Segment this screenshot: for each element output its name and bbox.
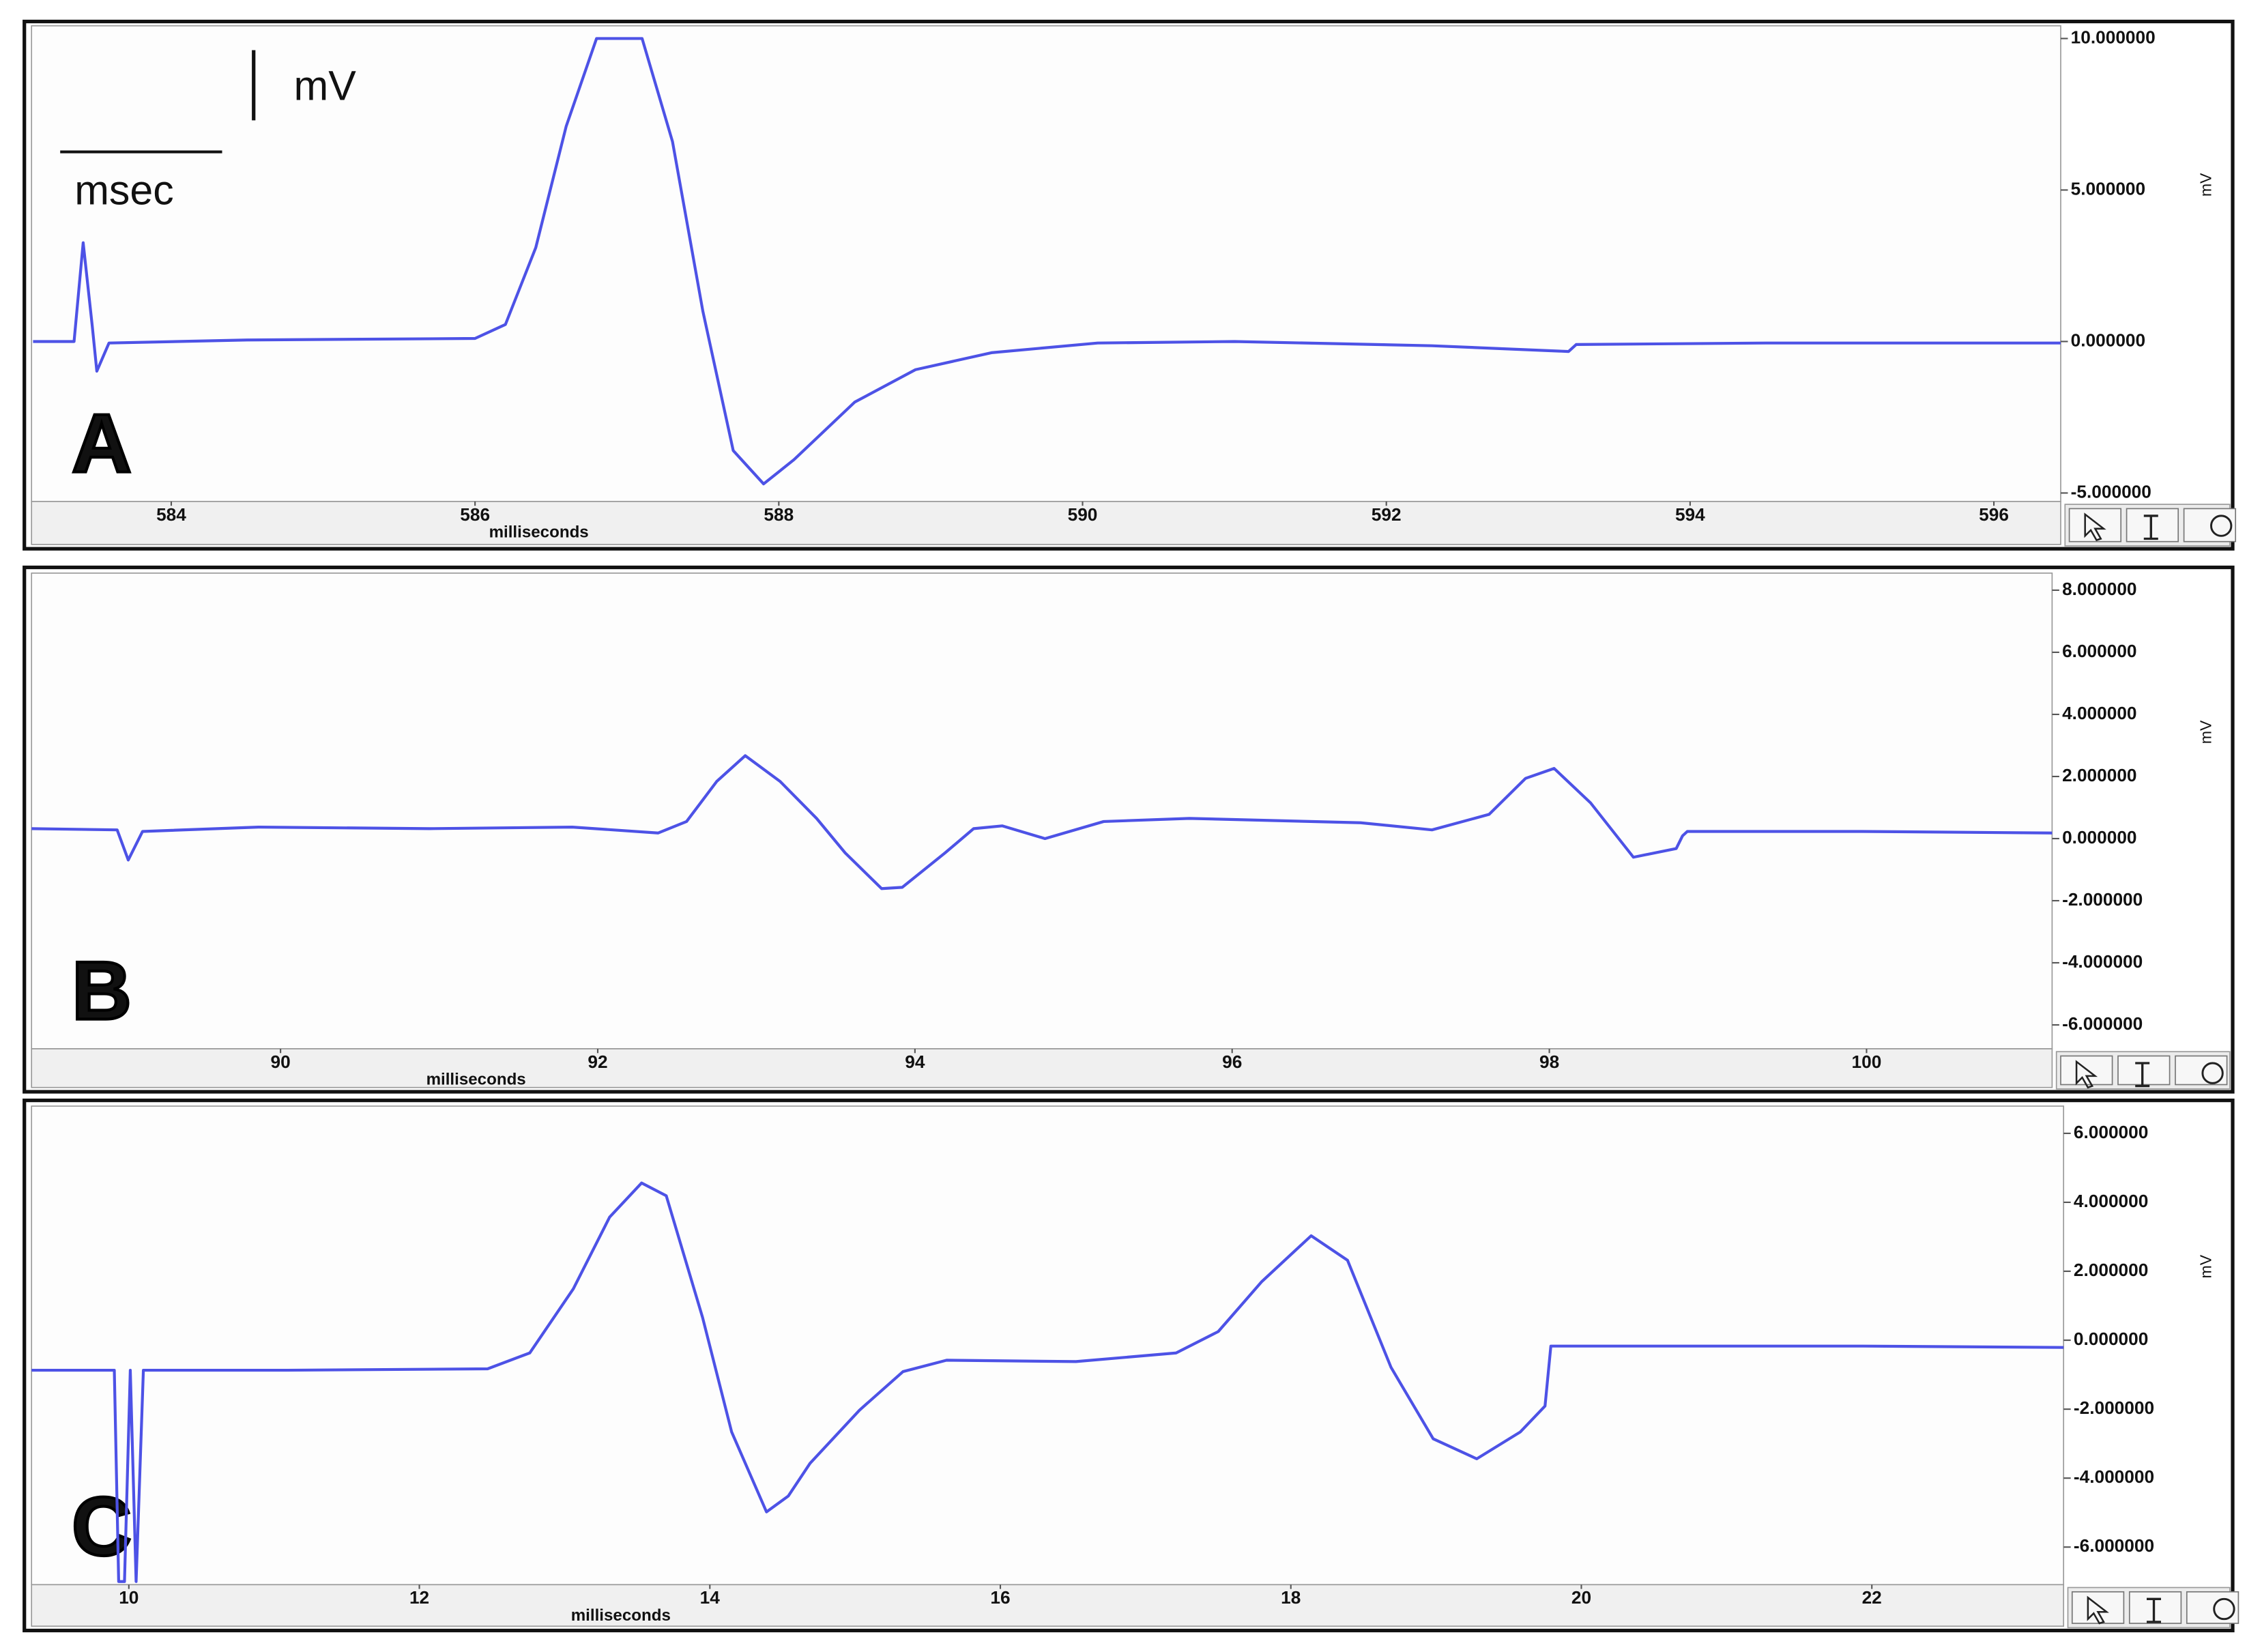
x-axis-label: milliseconds [571,1606,671,1625]
y-axis-label: mV [2197,720,2214,744]
y-tick-label: 0.000000 [2062,827,2136,847]
x-axis-strip [31,1584,2065,1627]
toolbar-button[interactable] [2071,1591,2125,1624]
x-tick-label: 98 [1539,1052,1559,1072]
annotation: msec [74,167,173,214]
panel-label: A [72,396,132,489]
y-tick-label: 5.000000 [2071,178,2145,199]
x-tick-label: 592 [1372,504,1402,525]
y-tick-label: -5.000000 [2071,481,2151,502]
x-tick-label: 10 [119,1587,139,1608]
x-tick-label: 22 [1862,1587,1882,1608]
x-axis-label: milliseconds [426,1071,526,1089]
cursor-icon [2135,1062,2150,1088]
y-tick-label: -6.000000 [2062,1013,2143,1034]
cursor-icon [2143,515,2158,540]
panel: 8.000000 6.000000 4.000000 2.000000 0.000000… [23,565,2235,1094]
y-tick-label: 4.000000 [2074,1191,2148,1211]
y-tick-label: 2.000000 [2062,765,2136,785]
x-axis-strip [31,1048,2053,1088]
toolbar-button[interactable] [2128,1591,2182,1624]
x-tick-label: 594 [1675,504,1705,525]
plot-area [31,25,2061,502]
trace-line [31,1181,2064,1583]
y-tick-label: 10.000000 [2071,27,2156,47]
x-tick-label: 590 [1068,504,1098,525]
y-axis-label: mV [2197,1254,2214,1278]
plot-area [31,573,2053,1049]
y-tick-label: 4.000000 [2062,703,2136,723]
zoom-icon [2210,515,2233,537]
y-tick-label: -4.000000 [2074,1466,2154,1487]
x-tick-label: 596 [1979,504,2009,525]
x-tick-label: 20 [1571,1587,1591,1608]
panel: 10.000000 5.000000 0.000000 -5.000000 mV 584 5… [23,19,2237,551]
y-tick-label: -4.000000 [2062,951,2143,972]
y-tick-label: -6.000000 [2074,1535,2154,1556]
y-tick-label: -2.000000 [2062,889,2143,910]
x-tick-label: 100 [1852,1052,1882,1072]
x-tick-label: 584 [156,504,186,525]
y-tick-label: 0.000000 [2074,1329,2148,1349]
pointer-icon [2075,1060,2098,1089]
x-axis-label: milliseconds [489,523,589,541]
y-tick-label: -2.000000 [2074,1397,2154,1418]
x-tick-label: 14 [700,1587,721,1608]
x-tick-label: 586 [460,504,490,525]
zoom-icon [2213,1597,2235,1621]
x-tick-label: 16 [990,1587,1010,1608]
pointer-icon [2087,1595,2109,1625]
x-tick-label: 18 [1281,1587,1301,1608]
x-axis-strip [31,501,2061,545]
x-tick-label: 90 [271,1052,291,1072]
x-tick-label: 12 [409,1587,429,1608]
toolbar-button[interactable] [2186,1591,2239,1624]
x-tick-label: 92 [588,1052,607,1072]
zoom-icon [2201,1062,2224,1084]
y-tick-label: 2.000000 [2074,1260,2148,1280]
panel-label: C [72,1480,132,1573]
toolbar-button[interactable] [2126,508,2179,542]
y-tick-label: 8.000000 [2062,579,2136,599]
toolbar-button[interactable] [2175,1055,2228,1086]
x-tick-label: 96 [1222,1052,1242,1072]
trace-line [31,754,2053,890]
y-tick-label: 0.000000 [2071,330,2145,350]
toolbar-button[interactable] [2117,1055,2171,1086]
x-tick-label: 588 [764,504,794,525]
y-tick-label: 6.000000 [2062,641,2136,661]
panel: 6.000000 4.000000 2.000000 0.000000 -2.00000… [23,1098,2239,1633]
y-axis-label: mV [2197,173,2214,197]
cursor-icon [2146,1597,2161,1623]
x-tick-label: 94 [905,1052,925,1072]
panel-label: B [72,944,132,1037]
toolbar-button[interactable] [2183,508,2237,542]
trace-line [33,37,2061,486]
y-tick-label: 6.000000 [2074,1122,2148,1142]
pointer-icon [2084,512,2106,542]
annotation: mV [294,62,357,108]
